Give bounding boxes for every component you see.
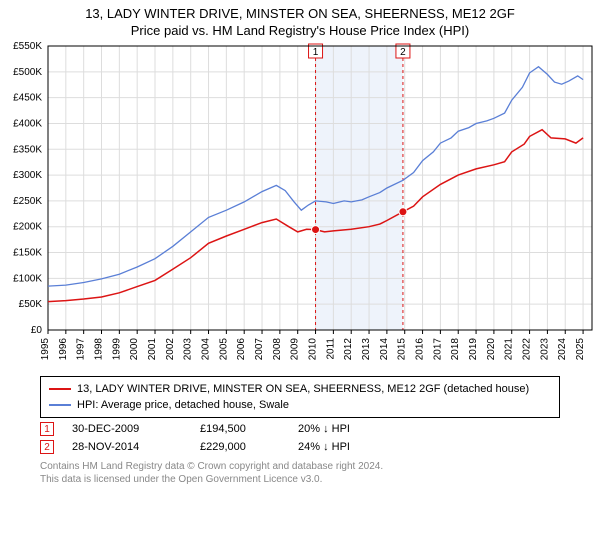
svg-text:2011: 2011 (325, 338, 336, 360)
svg-text:2: 2 (400, 47, 406, 58)
sale-date: 30-DEC-2009 (72, 423, 182, 435)
svg-text:2020: 2020 (486, 338, 497, 361)
svg-text:£350K: £350K (13, 144, 42, 155)
legend-item: HPI: Average price, detached house, Swal… (49, 397, 551, 413)
legend-swatch (49, 404, 71, 406)
footnote-line: This data is licensed under the Open Gov… (40, 473, 560, 486)
svg-text:2006: 2006 (236, 338, 247, 361)
svg-text:£0: £0 (31, 325, 43, 336)
svg-text:£200K: £200K (13, 222, 42, 233)
svg-text:2000: 2000 (129, 338, 140, 361)
svg-text:2007: 2007 (254, 338, 265, 361)
svg-text:£250K: £250K (13, 196, 42, 207)
svg-text:£100K: £100K (13, 273, 42, 284)
footnote-line: Contains HM Land Registry data © Crown c… (40, 460, 560, 473)
svg-text:£150K: £150K (13, 248, 42, 259)
chart-title: 13, LADY WINTER DRIVE, MINSTER ON SEA, S… (8, 6, 592, 21)
svg-text:1996: 1996 (58, 338, 69, 361)
svg-text:2025: 2025 (575, 338, 586, 361)
svg-text:£450K: £450K (13, 93, 42, 104)
svg-text:2019: 2019 (468, 338, 479, 361)
svg-text:2014: 2014 (379, 338, 390, 361)
svg-text:2023: 2023 (539, 338, 550, 361)
svg-text:2017: 2017 (432, 338, 443, 361)
svg-text:1: 1 (313, 47, 319, 58)
legend-swatch (49, 388, 71, 390)
chart-area: £0 £50K £100K £150K £200K £250K £300K £350K £400… (0, 40, 600, 370)
sale-price: £229,000 (200, 441, 280, 453)
sale-price: £194,500 (200, 423, 280, 435)
svg-text:£400K: £400K (13, 118, 42, 129)
sale-row: 1 30-DEC-2009 £194,500 20% ↓ HPI (40, 422, 560, 436)
svg-text:1995: 1995 (40, 338, 51, 361)
svg-text:2012: 2012 (343, 338, 354, 361)
svg-text:1997: 1997 (76, 338, 87, 361)
svg-text:2022: 2022 (522, 338, 533, 361)
svg-text:2015: 2015 (397, 338, 408, 361)
svg-text:£500K: £500K (13, 67, 42, 78)
sales-block: 1 30-DEC-2009 £194,500 20% ↓ HPI 2 28-NOV-201… (0, 422, 600, 454)
legend-box: 13, LADY WINTER DRIVE, MINSTER ON SEA, S… (40, 376, 560, 418)
sale-delta: 24% ↓ HPI (298, 441, 350, 453)
legend-item: 13, LADY WINTER DRIVE, MINSTER ON SEA, S… (49, 381, 551, 397)
sale-marker: 1 (40, 422, 54, 436)
sale-marker: 2 (40, 440, 54, 454)
svg-text:£300K: £300K (13, 170, 42, 181)
svg-text:1998: 1998 (94, 338, 105, 361)
chart-subtitle: Price paid vs. HM Land Registry's House … (8, 23, 592, 38)
svg-text:2016: 2016 (415, 338, 426, 361)
line-chart-svg: £0 £50K £100K £150K £200K £250K £300K £350K £400… (0, 40, 600, 370)
svg-text:2024: 2024 (557, 338, 568, 361)
title-block: 13, LADY WINTER DRIVE, MINSTER ON SEA, S… (0, 0, 600, 40)
svg-text:2013: 2013 (361, 338, 372, 361)
svg-text:2018: 2018 (450, 338, 461, 361)
svg-text:2008: 2008 (272, 338, 283, 361)
sale-delta: 20% ↓ HPI (298, 423, 350, 435)
sale-row: 2 28-NOV-2014 £229,000 24% ↓ HPI (40, 440, 560, 454)
svg-text:2001: 2001 (147, 338, 158, 361)
svg-text:2004: 2004 (201, 338, 212, 361)
legend-label: HPI: Average price, detached house, Swal… (77, 397, 289, 413)
legend-label: 13, LADY WINTER DRIVE, MINSTER ON SEA, S… (77, 381, 529, 397)
svg-text:£550K: £550K (13, 41, 42, 52)
svg-text:2005: 2005 (218, 338, 229, 361)
svg-text:2009: 2009 (290, 338, 301, 361)
svg-text:1999: 1999 (111, 338, 122, 361)
sale-date: 28-NOV-2014 (72, 441, 182, 453)
svg-text:2010: 2010 (308, 338, 319, 361)
svg-text:2003: 2003 (183, 338, 194, 361)
svg-text:£50K: £50K (19, 299, 43, 310)
footnote: Contains HM Land Registry data © Crown c… (40, 460, 560, 486)
svg-text:2021: 2021 (504, 338, 515, 361)
svg-text:2002: 2002 (165, 338, 176, 361)
